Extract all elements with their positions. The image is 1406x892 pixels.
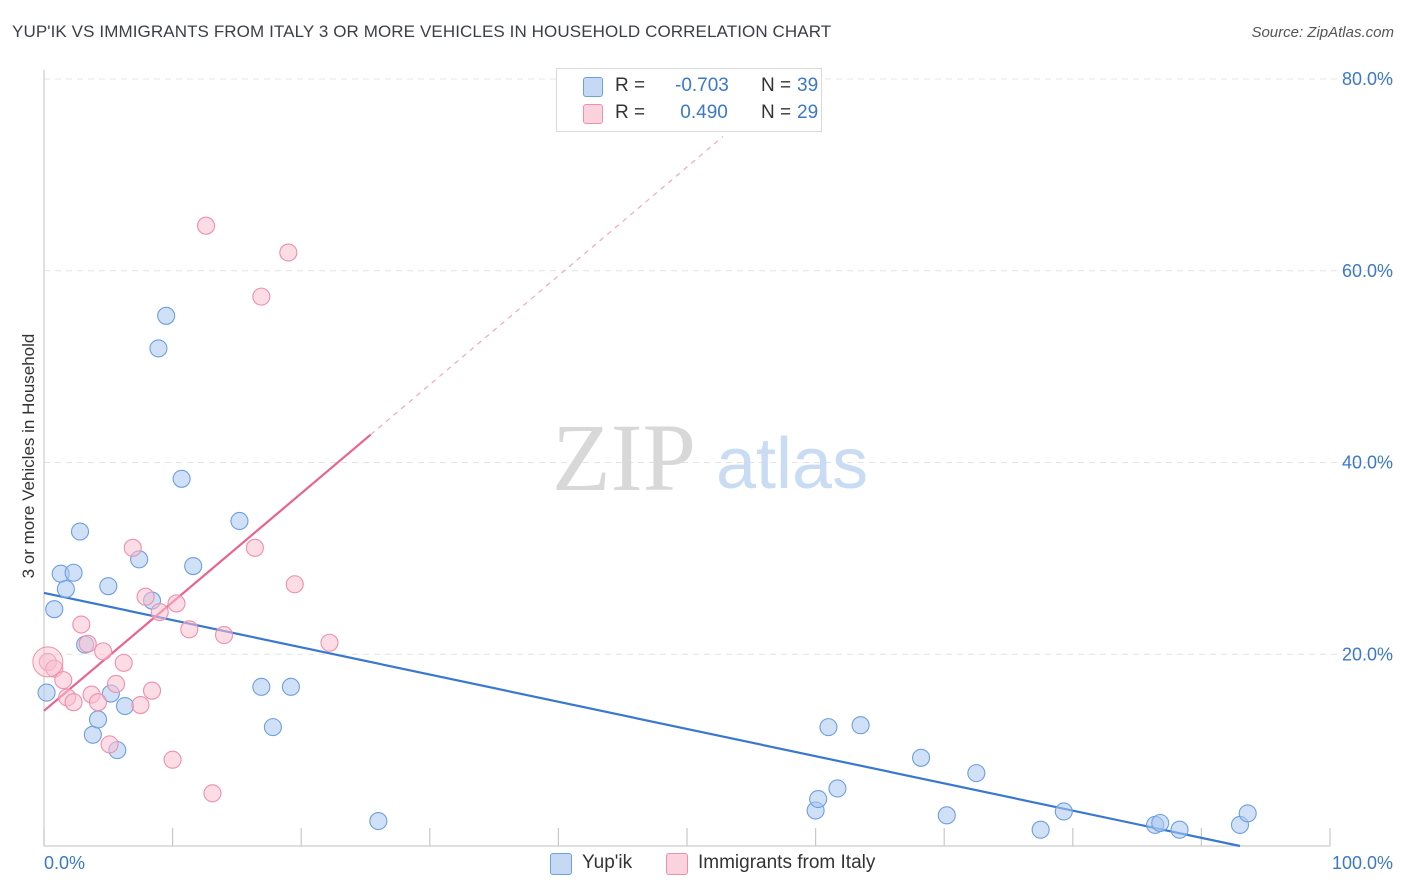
point-yupik	[263, 718, 282, 737]
legend-r-value: -0.703	[675, 75, 729, 96]
legend-n-value: 39	[797, 75, 819, 96]
point-italy	[150, 603, 169, 622]
point-yupik	[967, 764, 986, 783]
point-yupik	[369, 812, 388, 831]
point-italy	[136, 587, 155, 606]
point-italy	[131, 696, 150, 715]
chart-title: YUP'IK VS IMMIGRANTS FROM ITALY 3 OR MOR…	[12, 22, 832, 41]
point-italy	[180, 620, 199, 639]
tick-labels: 20.0% 40.0% 60.0% 80.0% 0.0% 100.0%	[44, 69, 1393, 873]
point-yupik	[172, 469, 191, 488]
bottom-legend-label-yupik: Yup'ik	[582, 852, 633, 873]
trend-line-italy	[43, 433, 372, 712]
point-italy	[245, 538, 264, 557]
point-italy	[279, 243, 298, 262]
y-tick-label: 80.0%	[1342, 69, 1393, 89]
point-yupik	[937, 806, 956, 825]
trend-lines	[43, 136, 1241, 848]
point-italy	[320, 633, 339, 652]
point-italy	[214, 626, 234, 645]
bottom-legend-swatch-italy	[666, 853, 688, 875]
point-italy	[114, 653, 133, 672]
legend-r-value: 0.490	[675, 102, 728, 123]
point-yupik	[281, 677, 300, 696]
point-yupik	[819, 718, 838, 737]
point-yupik	[828, 779, 847, 798]
data-points	[32, 216, 1257, 839]
point-italy	[54, 671, 73, 690]
point-italy	[142, 681, 162, 700]
point-yupik	[851, 716, 870, 735]
y-tick-label: 60.0%	[1342, 261, 1393, 281]
bottom-legend-swatch-yupik	[550, 853, 572, 875]
point-italy-large	[32, 646, 64, 678]
point-italy	[106, 674, 126, 694]
point-italy	[196, 216, 216, 235]
legend-swatch-yupik	[583, 77, 603, 97]
y-tick-label: 40.0%	[1342, 453, 1393, 473]
point-yupik	[88, 710, 108, 729]
point-yupik	[1054, 802, 1073, 821]
point-yupik	[809, 789, 828, 809]
point-yupik	[64, 563, 83, 582]
point-yupik	[1170, 820, 1189, 839]
point-italy	[88, 693, 108, 712]
point-yupik	[230, 511, 249, 531]
point-italy	[94, 642, 113, 661]
axes	[43, 70, 1331, 847]
point-yupik	[37, 683, 56, 702]
point-yupik	[45, 600, 64, 619]
point-yupik	[1151, 813, 1170, 833]
point-italy	[72, 615, 91, 634]
point-italy	[64, 693, 83, 712]
trend-line-yupik	[43, 591, 1241, 848]
point-yupik	[99, 577, 118, 596]
point-yupik	[115, 696, 135, 716]
point-yupik	[1238, 804, 1257, 823]
x-tick-label: 0.0%	[44, 853, 85, 873]
point-yupik	[149, 339, 168, 358]
point-yupik	[912, 748, 931, 767]
legend-r-label: R =	[615, 102, 646, 123]
point-yupik	[1031, 820, 1050, 839]
point-yupik	[157, 306, 176, 325]
point-italy	[100, 735, 119, 754]
correlation-legend: R = -0.703 N = 39 R = 0.490 N = 29	[556, 68, 822, 132]
legend-swatch-italy	[583, 104, 603, 124]
watermark-zip: ZIP	[552, 404, 696, 511]
bottom-legend-label-italy: Immigrants from Italy	[698, 852, 876, 873]
point-italy	[78, 634, 97, 653]
point-yupik	[252, 677, 271, 696]
point-yupik	[184, 556, 203, 576]
legend-n-value: 29	[797, 102, 819, 123]
y-axis-label: 3 or more Vehicles in Household	[19, 334, 38, 579]
point-italy	[123, 538, 142, 557]
trend-line-italy-extension	[370, 136, 724, 436]
y-tick-label: 20.0%	[1342, 644, 1393, 664]
point-italy	[285, 575, 304, 594]
point-yupik	[70, 522, 90, 541]
legend-n-label: N =	[761, 102, 792, 123]
point-yupik	[83, 725, 102, 744]
point-italy	[203, 784, 222, 803]
watermark-atlas: atlas	[716, 424, 868, 504]
point-italy	[163, 750, 182, 769]
point-italy	[252, 287, 271, 306]
legend-n-label: N =	[761, 75, 792, 96]
x-tick-label: 100.0%	[1332, 853, 1393, 873]
grid-lines	[44, 78, 1392, 655]
legend-r-label: R =	[615, 75, 646, 96]
source-credit: Source: ZipAtlas.com	[1251, 24, 1394, 41]
point-yupik	[56, 580, 75, 599]
point-italy	[167, 594, 186, 613]
